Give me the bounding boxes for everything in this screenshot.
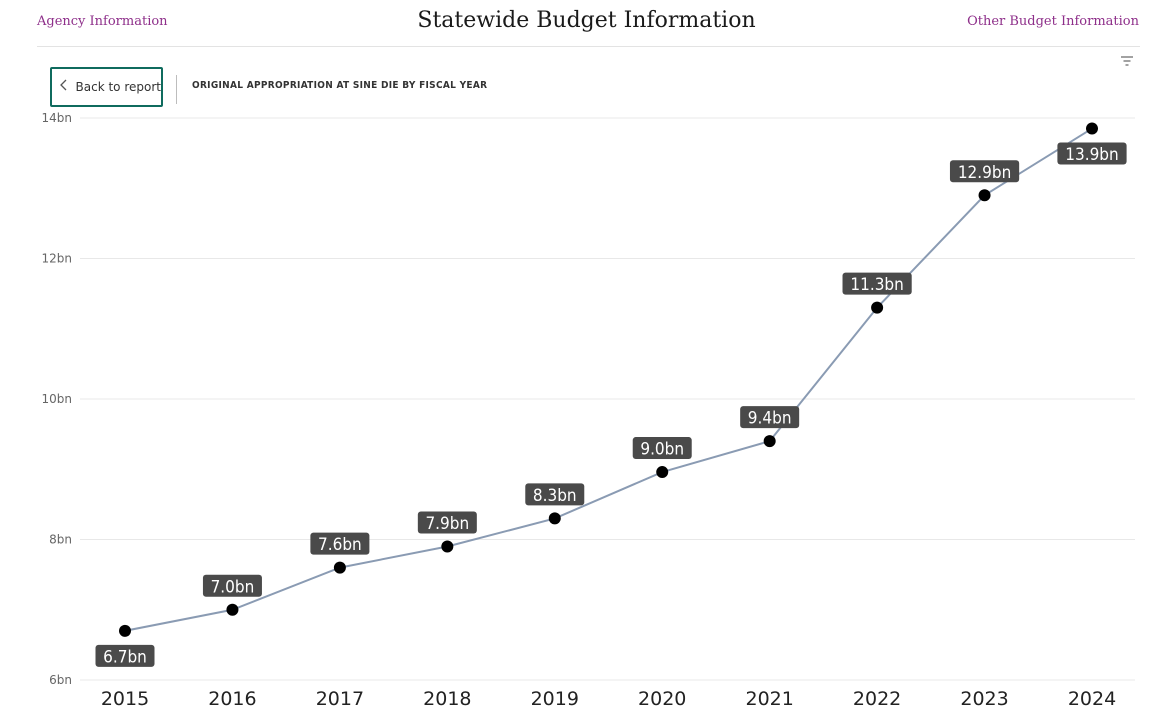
report-header: Agency Information Statewide Budget Info… (0, 0, 1173, 46)
data-label-background (417, 511, 477, 534)
data-label-text: 12.9bn (958, 163, 1011, 183)
chevron-left-icon (54, 79, 75, 95)
x-tick-label: 2023 (960, 688, 1008, 710)
x-tick-label: 2016 (208, 688, 256, 710)
agency-information-link[interactable]: Agency Information (37, 14, 168, 29)
data-labels: 6.7bn 7.0bn 7.6bn 7.9bn 8.3bn 9.0bn 9.4bn 11.3b… (95, 142, 1127, 667)
data-label-text: 11.3bn (850, 275, 903, 295)
series-line-group (124, 127, 1093, 632)
back-to-report-button[interactable]: Back to report (50, 67, 163, 107)
x-tick-label: 2017 (316, 688, 364, 710)
data-label-background (1057, 142, 1127, 165)
x-axis: 2015 2016 2017 2018 2019 2020 2021 2022 2023 2024 (101, 688, 1116, 710)
y-tick-label: 10bn (42, 392, 73, 406)
x-tick-label: 2015 (101, 688, 149, 710)
data-label-text: 8.3bn (533, 486, 577, 506)
data-point (1086, 122, 1098, 135)
other-budget-information-link[interactable]: Other Budget Information (967, 14, 1139, 29)
data-point (333, 561, 346, 574)
data-point (226, 603, 239, 616)
y-tick-label: 8bn (49, 533, 72, 547)
data-label-background (740, 406, 800, 429)
x-tick-label: 2018 (423, 688, 471, 710)
data-label: 7.0bn (202, 574, 262, 597)
data-point (978, 189, 991, 202)
visual-title: ORIGINAL APPROPRIATION AT SINE DIE BY FI… (192, 80, 488, 91)
header-divider (37, 46, 1140, 47)
data-point (119, 624, 131, 637)
filter-icon[interactable] (1119, 53, 1135, 67)
data-label-background (632, 437, 692, 460)
y-axis: 6bn 8bn 10bn 12bn 14bn (42, 111, 73, 687)
x-tick-label: 2024 (1068, 688, 1116, 710)
series-line (124, 127, 1093, 632)
data-label: 7.9bn (417, 511, 477, 534)
y-tick-label: 12bn (42, 252, 73, 266)
data-label-text: 13.9bn (1065, 145, 1118, 165)
data-label-background (842, 272, 912, 295)
data-markers (119, 122, 1098, 637)
back-to-report-label: Back to report (75, 80, 161, 94)
data-point (871, 301, 884, 314)
data-label-text: 7.6bn (318, 535, 362, 555)
data-label-background (310, 532, 370, 555)
data-label: 13.9bn (1057, 142, 1127, 165)
x-tick-label: 2021 (745, 688, 793, 710)
x-tick-label: 2019 (531, 688, 579, 710)
y-tick-label: 14bn (42, 111, 73, 125)
data-label-text: 9.0bn (640, 440, 684, 460)
data-label: 8.3bn (525, 483, 585, 506)
data-label: 9.0bn (632, 437, 692, 460)
data-point (441, 540, 454, 553)
data-point (548, 512, 561, 525)
data-label-text: 7.0bn (211, 577, 255, 597)
data-label-text: 6.7bn (103, 647, 147, 667)
data-label: 6.7bn (95, 644, 155, 667)
page-title: Statewide Budget Information (417, 8, 756, 33)
gridlines (80, 117, 1135, 681)
data-label-text: 7.9bn (425, 514, 469, 534)
data-label: 7.6bn (310, 532, 370, 555)
data-label-background (95, 644, 155, 667)
data-label: 12.9bn (949, 160, 1020, 183)
x-tick-label: 2022 (853, 688, 901, 710)
data-label-background (525, 483, 585, 506)
x-tick-label: 2020 (638, 688, 686, 710)
data-label: 9.4bn (740, 406, 800, 429)
data-label-background (202, 574, 262, 597)
y-tick-label: 6bn (49, 673, 72, 687)
data-label-background (949, 160, 1020, 183)
data-label: 11.3bn (842, 272, 912, 295)
data-point (763, 435, 776, 448)
data-point (656, 466, 669, 479)
toolbar-separator (176, 75, 177, 104)
data-label-text: 9.4bn (748, 409, 792, 429)
